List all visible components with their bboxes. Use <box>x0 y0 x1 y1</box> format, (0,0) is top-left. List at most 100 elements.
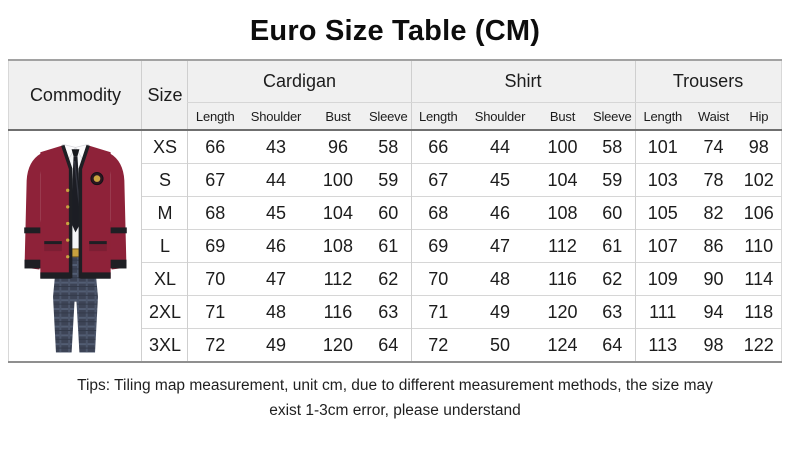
size-cell: XL <box>141 262 188 296</box>
col-header-shirt-bust: Bust <box>535 102 590 130</box>
size-cell: 3XL <box>141 328 188 362</box>
value-cell: 45 <box>465 163 535 197</box>
value-cell: 114 <box>737 262 782 296</box>
col-header-cardigan-bust: Bust <box>309 102 366 130</box>
value-cell: 68 <box>187 196 242 230</box>
value-cell: 105 <box>634 196 691 230</box>
col-header-shirt-sleeve: Sleeve <box>590 102 636 130</box>
value-cell: 122 <box>737 328 782 362</box>
value-cell: 70 <box>410 262 465 296</box>
col-header-shirt-shoulder: Shoulder <box>465 102 535 130</box>
value-cell: 104 <box>535 163 590 197</box>
value-cell: 111 <box>634 295 691 329</box>
header-row-columns: Length Shoulder Bust Sleeve Length Shoul… <box>9 102 782 130</box>
col-header-cardigan-length: Length <box>187 102 242 130</box>
table-row: S 67 44 100 59 67 45 104 59 103 78 102 <box>9 163 782 197</box>
value-cell: 66 <box>410 129 465 164</box>
value-cell: 69 <box>410 229 465 263</box>
col-header-trousers-hip: Hip <box>737 102 782 130</box>
value-cell: 46 <box>241 229 310 263</box>
value-cell: 44 <box>241 163 310 197</box>
trousers-graphic <box>52 254 98 353</box>
value-cell: 72 <box>187 328 242 362</box>
value-cell: 118 <box>737 295 782 329</box>
size-cell: XS <box>141 129 188 164</box>
group-header-trousers: Trousers <box>634 60 782 103</box>
value-cell: 120 <box>535 295 590 329</box>
col-header-trousers-length: Length <box>634 102 691 130</box>
value-cell: 78 <box>690 163 738 197</box>
value-cell: 112 <box>535 229 590 263</box>
value-cell: 60 <box>365 196 411 230</box>
value-cell: 61 <box>365 229 411 263</box>
commodity-image-cell <box>8 129 143 362</box>
value-cell: 72 <box>410 328 465 362</box>
value-cell: 45 <box>241 196 310 230</box>
value-cell: 46 <box>465 196 535 230</box>
col-header-shirt-length: Length <box>410 102 465 130</box>
header-row-groups: Commodity Size Cardigan Shirt Trousers <box>8 60 782 130</box>
value-cell: 112 <box>309 262 366 296</box>
size-cell: M <box>141 196 188 230</box>
value-cell: 49 <box>465 295 535 329</box>
table-row: XL 70 47 112 62 70 48 116 62 109 90 114 <box>9 262 782 296</box>
col-header-cardigan-shoulder: Shoulder <box>241 102 310 130</box>
value-cell: 98 <box>690 328 738 362</box>
value-cell: 69 <box>187 229 242 263</box>
group-header-cardigan: Cardigan <box>187 60 411 103</box>
value-cell: 101 <box>634 129 691 164</box>
value-cell: 113 <box>634 328 691 362</box>
value-cell: 109 <box>634 262 691 296</box>
value-cell: 94 <box>690 295 738 329</box>
value-cell: 70 <box>187 262 242 296</box>
value-cell: 62 <box>365 262 411 296</box>
badge-icon <box>90 172 104 186</box>
tips-line-1: Tips: Tiling map measurement, unit cm, d… <box>77 377 713 394</box>
col-header-trousers-waist: Waist <box>690 102 738 130</box>
value-cell: 48 <box>465 262 535 296</box>
value-cell: 50 <box>465 328 535 362</box>
group-header-shirt: Shirt <box>410 60 636 103</box>
value-cell: 110 <box>737 229 782 263</box>
value-cell: 63 <box>365 295 411 329</box>
value-cell: 47 <box>465 229 535 263</box>
value-cell: 59 <box>365 163 411 197</box>
value-cell: 104 <box>309 196 366 230</box>
size-cell: S <box>141 163 188 197</box>
value-cell: 102 <box>737 163 782 197</box>
value-cell: 63 <box>590 295 636 329</box>
tips-note: Tips: Tiling map measurement, unit cm, d… <box>0 374 790 424</box>
value-cell: 71 <box>187 295 242 329</box>
value-cell: 48 <box>241 295 310 329</box>
school-uniform-photo <box>24 143 127 353</box>
value-cell: 103 <box>634 163 691 197</box>
size-cell: L <box>141 229 188 263</box>
value-cell: 96 <box>309 129 366 164</box>
value-cell: 44 <box>465 129 535 164</box>
value-cell: 64 <box>365 328 411 362</box>
table-row: 2XL 71 48 116 63 71 49 120 63 111 94 118 <box>9 295 782 329</box>
value-cell: 61 <box>590 229 636 263</box>
value-cell: 116 <box>309 295 366 329</box>
size-cell: 2XL <box>141 295 188 329</box>
value-cell: 49 <box>241 328 310 362</box>
table-row: M 68 45 104 60 68 46 108 60 105 82 106 <box>9 196 782 230</box>
value-cell: 47 <box>241 262 310 296</box>
value-cell: 59 <box>590 163 636 197</box>
value-cell: 124 <box>535 328 590 362</box>
table-row: L 69 46 108 61 69 47 112 61 107 86 110 <box>9 229 782 263</box>
value-cell: 108 <box>535 196 590 230</box>
value-cell: 74 <box>690 129 738 164</box>
size-header: Size <box>141 60 188 130</box>
col-header-cardigan-sleeve: Sleeve <box>365 102 411 130</box>
table-row: XS 66 43 96 58 66 44 100 58 101 74 98 <box>8 129 782 362</box>
value-cell: 90 <box>690 262 738 296</box>
value-cell: 100 <box>309 163 366 197</box>
value-cell: 67 <box>410 163 465 197</box>
euro-size-table: Commodity Size Cardigan Shirt Trousers L… <box>8 59 782 363</box>
table-row: 3XL 72 49 120 64 72 50 124 64 113 98 122 <box>9 328 782 362</box>
value-cell: 100 <box>535 129 590 164</box>
value-cell: 71 <box>410 295 465 329</box>
value-cell: 58 <box>365 129 411 164</box>
commodity-header: Commodity <box>8 60 142 130</box>
